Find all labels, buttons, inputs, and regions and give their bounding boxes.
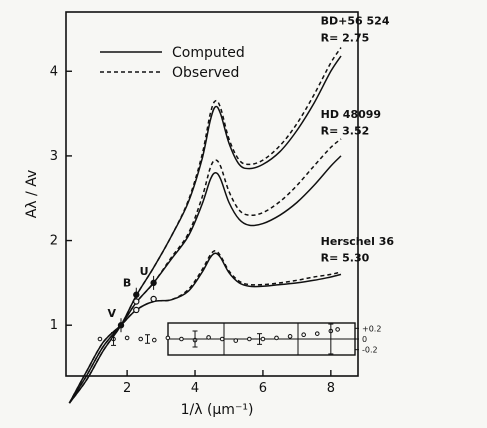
- inset-tick-label-2: 0: [362, 335, 367, 344]
- inset-point-6: [165, 335, 171, 341]
- series-line-5: [68, 252, 342, 404]
- y-axis-title: Aλ / Av: [24, 170, 40, 219]
- plot-frame: [65, 11, 359, 377]
- y-tick-label-1: 1: [50, 318, 58, 333]
- x-axis-title: 1/λ (μm⁻¹): [181, 402, 254, 418]
- inset-point-14: [274, 335, 279, 341]
- inset-point-19: [335, 327, 340, 332]
- series-line-1: [68, 55, 342, 404]
- annotation-6: R= 5.30: [321, 252, 370, 265]
- inset-point-5: [151, 337, 157, 343]
- annotation-4: R= 3.52: [321, 125, 370, 138]
- annotation-3: HD 48099: [321, 108, 381, 121]
- inset-tick-label-3: -0.2: [362, 346, 378, 355]
- annotation-2: R= 2.75: [321, 32, 370, 45]
- legend-label-computed: Computed: [172, 45, 245, 61]
- x-tick-label-2: 4: [191, 381, 199, 396]
- y-tick-label-2: 2: [50, 234, 58, 249]
- inset-point-4: [138, 336, 143, 342]
- data-point-6: [133, 306, 140, 314]
- legend-label-observed: Observed: [172, 65, 239, 81]
- inset-point-3: [124, 335, 130, 341]
- point-label-b: B: [123, 277, 131, 290]
- inset-point-7: [179, 336, 184, 342]
- inset-point-17: [314, 331, 320, 336]
- inset-point-13: [260, 336, 266, 342]
- y-tick-label-4: 4: [50, 64, 58, 79]
- series-line-6: [68, 249, 342, 404]
- x-tick-label-1: 2: [123, 381, 131, 396]
- data-point-4: [133, 298, 140, 305]
- inset-point-11: [233, 338, 239, 343]
- series-line-4: [68, 138, 342, 404]
- data-point-5: [150, 295, 157, 303]
- inset-point-15: [287, 334, 293, 339]
- series-line-2: [68, 47, 342, 404]
- annotation-5: Herschel 36: [321, 235, 395, 248]
- inset-point-12: [247, 336, 252, 342]
- inset-residuals: +0.2 0 -0.2: [97, 322, 381, 356]
- x-tick-label-3: 6: [259, 381, 267, 396]
- inset-tick-label-1: +0.2: [362, 324, 381, 333]
- y-tick-label-3: 3: [50, 149, 58, 164]
- inset-point-9: [206, 335, 211, 340]
- point-label-u: U: [140, 265, 149, 278]
- annotation-1: BD+56 524: [321, 15, 390, 28]
- inset-point-1: [97, 336, 103, 342]
- inset-point-10: [219, 336, 225, 342]
- point-label-v: V: [107, 307, 116, 320]
- legend: Computed Observed: [100, 45, 245, 81]
- x-tick-label-4: 8: [327, 381, 335, 396]
- inset-point-16: [301, 332, 306, 338]
